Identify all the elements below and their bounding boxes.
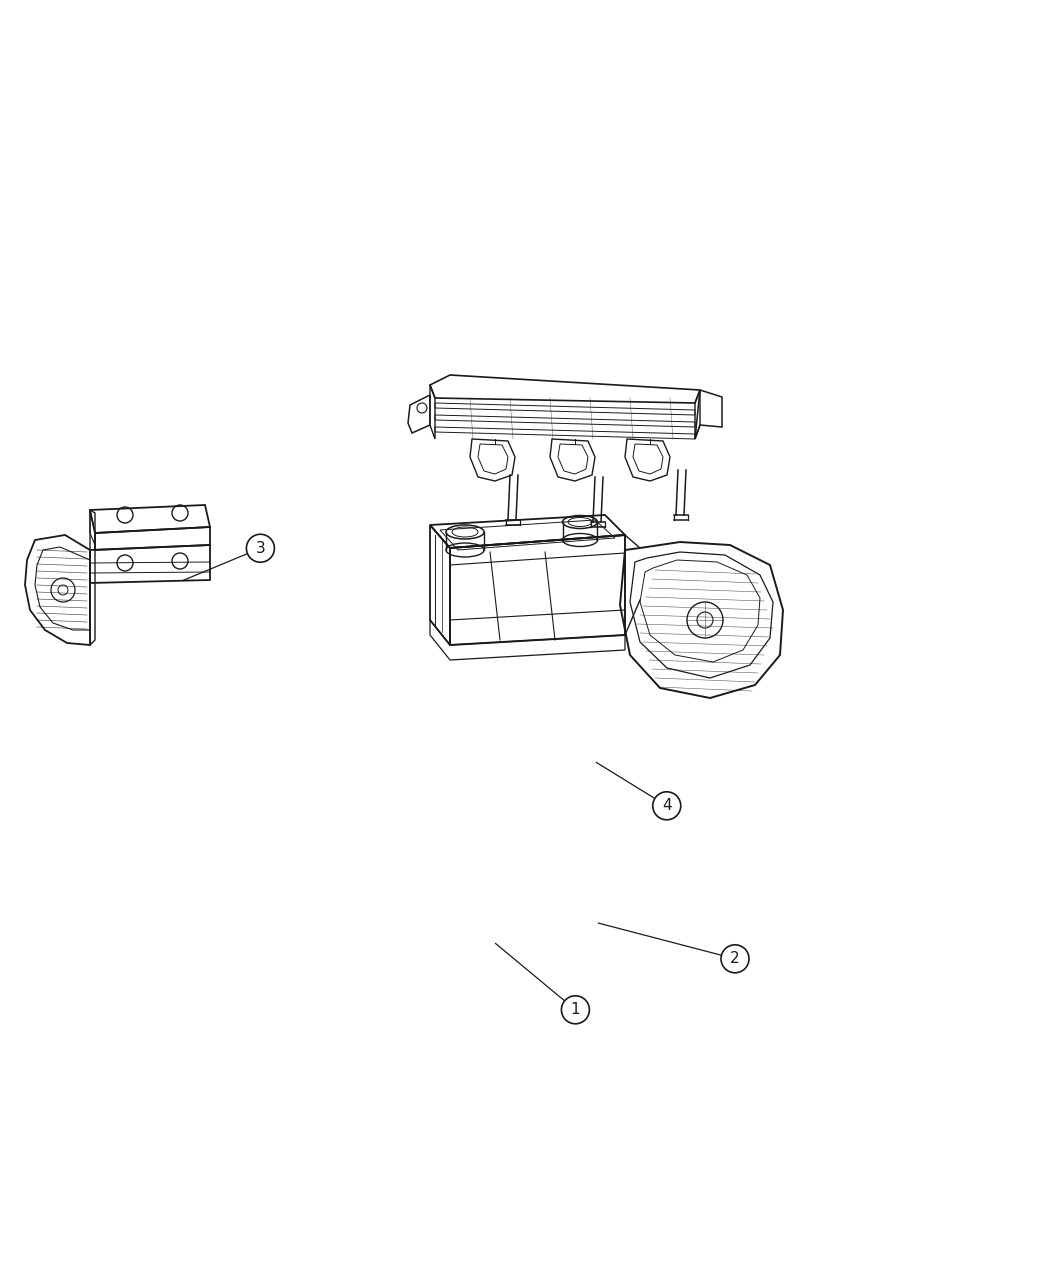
Text: 1: 1 <box>570 1002 581 1017</box>
Text: 2: 2 <box>730 951 740 966</box>
Circle shape <box>562 996 589 1024</box>
Circle shape <box>653 792 680 820</box>
Text: 3: 3 <box>255 541 266 556</box>
Circle shape <box>721 945 749 973</box>
Text: 4: 4 <box>662 798 672 813</box>
Circle shape <box>247 534 274 562</box>
